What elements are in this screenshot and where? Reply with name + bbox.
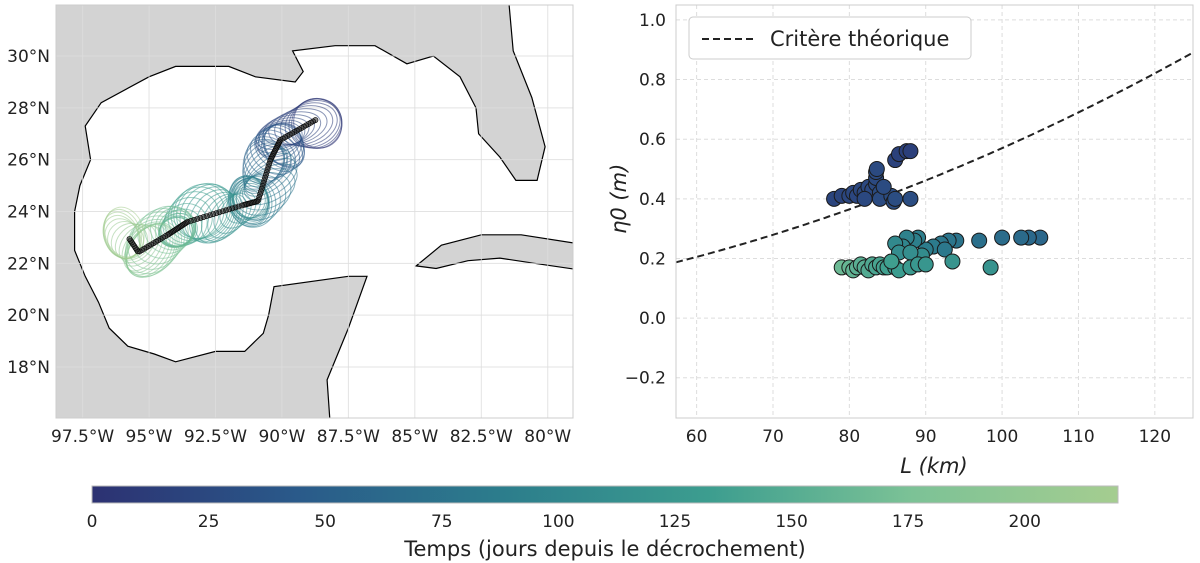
scatter-point [1013, 229, 1030, 246]
colorbar-label: Temps (jours depuis le décrochement) [403, 537, 806, 561]
scatter-point [868, 161, 885, 178]
eddy-center-point [126, 236, 133, 242]
colorbar-bar [91, 485, 1119, 504]
eddy-contour [239, 168, 296, 211]
colorbar-tick-label: 100 [542, 512, 574, 532]
eddy-contour [243, 148, 292, 194]
map-lat-tick-label: 24°N [7, 203, 50, 223]
scatter-point [982, 259, 999, 276]
theoretical-criterion-curve [676, 52, 1192, 264]
scatter-point [971, 232, 988, 249]
y-tick-label: 0.8 [639, 71, 666, 91]
x-tick-label: 90 [915, 427, 937, 447]
eddy-contour [242, 163, 298, 206]
eddy-contour [103, 206, 145, 258]
colorbar-tick-label: 175 [892, 512, 924, 532]
scatter-frame [675, 4, 1194, 419]
y-tick-label: 0.0 [639, 309, 666, 329]
x-tick-label: 70 [762, 427, 784, 447]
map-lon-tick-label: 92.5°W [184, 427, 247, 447]
scatter-point [936, 241, 953, 258]
scatter-point [917, 256, 934, 273]
map-lon-tick-label: 80°W [524, 427, 571, 447]
colorbar-tick-label: 150 [775, 512, 807, 532]
map-lat-tick-label: 18°N [7, 358, 50, 378]
colorbar-tick-label: 0 [87, 512, 98, 532]
plot-area [676, 52, 1192, 279]
y-tick-label: 1.0 [639, 11, 666, 31]
scatter-point [875, 178, 892, 195]
colorbar: 0 25 50 75 100 125 150 175 200 [87, 485, 1119, 532]
x-axis-label: L (km) [900, 454, 967, 478]
scatter-point [887, 190, 904, 207]
eddy-contour [279, 102, 338, 147]
map-lon-tick-label: 95°W [126, 427, 173, 447]
y-tick-label: 0.4 [639, 190, 666, 210]
legend-label: Critère théorique [770, 27, 949, 51]
colorbar-tick-label: 50 [314, 512, 336, 532]
colorbar-tick-label: 75 [431, 512, 453, 532]
eddy-contour [125, 218, 180, 275]
map-lat-tick-label: 22°N [7, 254, 50, 274]
x-tick-label: 100 [986, 427, 1018, 447]
y-tick-label: −0.2 [625, 369, 666, 389]
map-lat-tick-label: 26°N [7, 151, 50, 171]
map-lat-tick-label: 28°N [7, 99, 50, 119]
colorbar-tick-label: 200 [1009, 512, 1041, 532]
y-tick-label: 0.6 [639, 130, 666, 150]
scatter-point [994, 229, 1011, 246]
map-lon-tick-label: 97.5°W [51, 427, 114, 447]
eddy-contour [219, 191, 257, 229]
map-lon-tick-label: 90°W [258, 427, 305, 447]
scatter-point [902, 143, 919, 160]
map-area [56, 5, 573, 418]
map-lon-tick-label: 82.5°W [450, 427, 513, 447]
scatter-panel: 60 70 80 90 100 110 120 −0.2 0.0 0.2 0.4 0.6 0.8 1.0 L… [607, 4, 1194, 478]
y-tick-label: 0.2 [639, 249, 666, 269]
x-tick-label: 110 [1062, 427, 1094, 447]
scatter-point [883, 253, 900, 270]
map-panel: 97.5°W 95°W 92.5°W 90°W 87.5°W 85°W 82.5°W 80°W… [7, 4, 574, 447]
map-lon-tick-label: 85°W [391, 427, 438, 447]
legend-box [688, 16, 972, 60]
scatter-point [856, 190, 873, 207]
eddy-contour [103, 208, 142, 259]
map-frame [55, 4, 574, 419]
scatter-point [902, 190, 919, 207]
eddy-contour [244, 152, 296, 197]
map-lat-tick-label: 20°N [7, 306, 50, 326]
map-lat-tick-label: 30°N [7, 47, 50, 67]
scatter-point [944, 253, 961, 270]
eddy-contour [118, 224, 157, 263]
x-tick-label: 60 [686, 427, 708, 447]
map-lon-tick-label: 87.5°W [317, 427, 380, 447]
x-tick-label: 80 [839, 427, 861, 447]
x-tick-label: 120 [1139, 427, 1171, 447]
colorbar-tick-label: 125 [659, 512, 691, 532]
y-axis-label: η0 (m) [607, 164, 631, 234]
eddy-contour [274, 105, 334, 146]
colorbar-tick-label: 25 [198, 512, 220, 532]
